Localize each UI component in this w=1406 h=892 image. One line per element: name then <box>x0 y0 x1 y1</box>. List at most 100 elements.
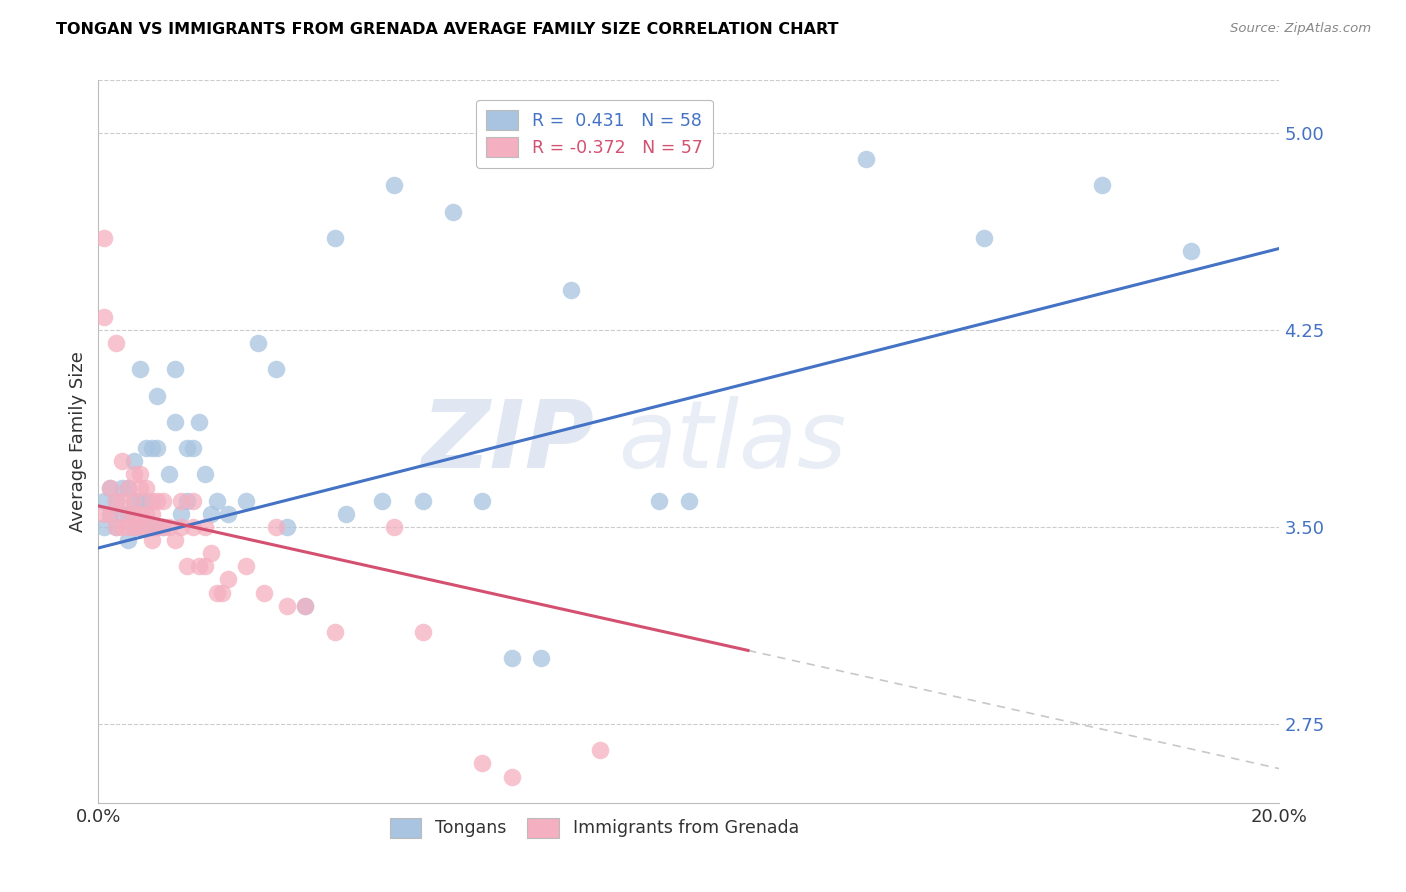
Point <box>412 625 434 640</box>
Text: atlas: atlas <box>619 396 846 487</box>
Point <box>122 520 145 534</box>
Point <box>200 507 222 521</box>
Point <box>135 481 157 495</box>
Point <box>253 585 276 599</box>
Point <box>98 481 121 495</box>
Point <box>135 441 157 455</box>
Point <box>205 493 228 508</box>
Point <box>235 559 257 574</box>
Point <box>648 493 671 508</box>
Point <box>678 493 700 508</box>
Point <box>194 467 217 482</box>
Point <box>146 520 169 534</box>
Point <box>235 493 257 508</box>
Point <box>264 520 287 534</box>
Point <box>589 743 612 757</box>
Point <box>122 507 145 521</box>
Point <box>471 756 494 771</box>
Point <box>117 520 139 534</box>
Point <box>855 152 877 166</box>
Point <box>105 493 128 508</box>
Point <box>93 507 115 521</box>
Point <box>335 507 357 521</box>
Point <box>135 507 157 521</box>
Point <box>141 441 163 455</box>
Point <box>141 493 163 508</box>
Point <box>98 507 121 521</box>
Point <box>441 204 464 219</box>
Point <box>141 533 163 547</box>
Point <box>276 520 298 534</box>
Point <box>264 362 287 376</box>
Point <box>1091 178 1114 193</box>
Point <box>170 493 193 508</box>
Point <box>105 336 128 351</box>
Point <box>382 520 405 534</box>
Point <box>181 520 204 534</box>
Point <box>170 507 193 521</box>
Point <box>146 388 169 402</box>
Point <box>412 493 434 508</box>
Point <box>194 520 217 534</box>
Point <box>111 493 134 508</box>
Point <box>176 559 198 574</box>
Point <box>122 493 145 508</box>
Point <box>93 493 115 508</box>
Point <box>200 546 222 560</box>
Point <box>152 493 174 508</box>
Point <box>128 481 150 495</box>
Point <box>98 507 121 521</box>
Point <box>530 651 553 665</box>
Point <box>501 770 523 784</box>
Point <box>276 599 298 613</box>
Point <box>211 585 233 599</box>
Point <box>105 520 128 534</box>
Point <box>181 493 204 508</box>
Point <box>146 441 169 455</box>
Point <box>152 520 174 534</box>
Point <box>165 362 187 376</box>
Point <box>128 520 150 534</box>
Text: Source: ZipAtlas.com: Source: ZipAtlas.com <box>1230 22 1371 36</box>
Text: TONGAN VS IMMIGRANTS FROM GRENADA AVERAGE FAMILY SIZE CORRELATION CHART: TONGAN VS IMMIGRANTS FROM GRENADA AVERAG… <box>56 22 839 37</box>
Point <box>117 481 139 495</box>
Point <box>973 231 995 245</box>
Point <box>141 507 163 521</box>
Point <box>194 559 217 574</box>
Point <box>117 507 139 521</box>
Point <box>122 520 145 534</box>
Point <box>170 520 193 534</box>
Point <box>294 599 316 613</box>
Point <box>181 441 204 455</box>
Point <box>157 467 180 482</box>
Text: ZIP: ZIP <box>422 395 595 488</box>
Point <box>501 651 523 665</box>
Point <box>93 310 115 324</box>
Point <box>111 454 134 468</box>
Point <box>117 481 139 495</box>
Point <box>105 493 128 508</box>
Legend: Tongans, Immigrants from Grenada: Tongans, Immigrants from Grenada <box>384 811 806 845</box>
Point <box>382 178 405 193</box>
Point <box>122 454 145 468</box>
Point <box>93 231 115 245</box>
Point <box>294 599 316 613</box>
Point <box>176 493 198 508</box>
Point <box>471 493 494 508</box>
Point <box>323 231 346 245</box>
Point <box>117 533 139 547</box>
Point <box>111 507 134 521</box>
Point <box>98 481 121 495</box>
Point <box>146 520 169 534</box>
Point <box>128 493 150 508</box>
Point <box>128 520 150 534</box>
Point <box>1180 244 1202 258</box>
Point <box>122 493 145 508</box>
Point <box>122 467 145 482</box>
Point <box>111 481 134 495</box>
Point <box>323 625 346 640</box>
Y-axis label: Average Family Size: Average Family Size <box>69 351 87 532</box>
Point <box>217 573 239 587</box>
Point <box>176 441 198 455</box>
Point <box>371 493 394 508</box>
